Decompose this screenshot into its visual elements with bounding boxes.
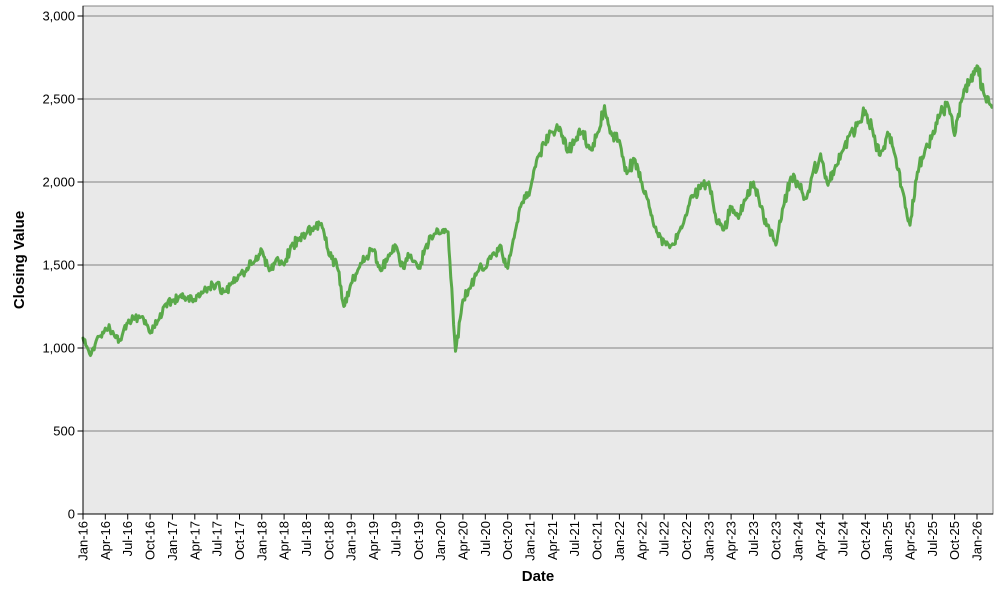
y-tick-label: 500 — [53, 424, 75, 439]
x-tick-label: Apr-20 — [455, 521, 470, 560]
x-tick-label: Oct-24 — [858, 521, 873, 560]
x-tick-label: Jul-22 — [657, 521, 672, 556]
x-tick-label: Oct-25 — [947, 521, 962, 560]
x-tick-label: Jan-22 — [612, 521, 627, 561]
x-tick-label: Jan-18 — [254, 521, 269, 561]
x-tick-label: Jan-21 — [523, 521, 538, 561]
series-line — [81, 64, 994, 357]
y-tick-label: 2,500 — [42, 92, 75, 107]
plot-background — [83, 6, 993, 514]
x-tick-label: Oct-17 — [232, 521, 247, 560]
x-tick-label: Apr-18 — [277, 521, 292, 560]
x-tick-label: Jan-16 — [76, 521, 91, 561]
x-tick-label: Jul-19 — [388, 521, 403, 556]
x-tick-label: Jan-25 — [880, 521, 895, 561]
y-tick-label: 0 — [68, 507, 75, 522]
x-tick-label: Oct-23 — [768, 521, 783, 560]
x-tick-label: Apr-24 — [813, 521, 828, 560]
x-tick-label: Jan-23 — [701, 521, 716, 561]
x-tick-label: Jul-17 — [210, 521, 225, 556]
y-tick-label: 1,500 — [42, 258, 75, 273]
y-axis-title: Closing Value — [11, 211, 28, 309]
x-tick-label: Oct-18 — [321, 521, 336, 560]
x-tick-label: Jul-18 — [299, 521, 314, 556]
x-tick-label: Jan-19 — [344, 521, 359, 561]
plot-area: 0 500 1,000 1,500 2,000 2,500 3,000 Jan-16 Apr-1… — [42, 5, 994, 561]
x-tick-label: Apr-16 — [98, 521, 113, 560]
x-tick-label: Oct-22 — [679, 521, 694, 560]
x-axis-title: Date — [522, 568, 555, 585]
x-tick-label: Oct-19 — [411, 521, 426, 560]
x-tick-label: Jan-26 — [970, 521, 985, 561]
x-tick-label: Oct-21 — [590, 521, 605, 560]
x-tick-label: Apr-23 — [724, 521, 739, 560]
x-tick-label: Jul-16 — [120, 521, 135, 556]
y-tick-label: 3,000 — [42, 9, 75, 24]
x-tick-label: Oct-16 — [143, 521, 158, 560]
x-tick-label: Jan-17 — [165, 521, 180, 561]
x-tick-label: Jul-24 — [835, 521, 850, 556]
x-tick-label: Apr-22 — [634, 521, 649, 560]
x-tick-label: Jul-20 — [478, 521, 493, 556]
x-tick-label: Jul-21 — [567, 521, 582, 556]
x-tick-label: Apr-17 — [187, 521, 202, 560]
x-tick-label: Jan-24 — [791, 521, 806, 561]
x-tick-label: Jul-25 — [925, 521, 940, 556]
y-tick-label: 2,000 — [42, 175, 75, 190]
y-tick-label: 1,000 — [42, 341, 75, 356]
x-tick-label: Apr-19 — [366, 521, 381, 560]
x-tick-label: Jul-23 — [746, 521, 761, 556]
x-tick-label: Oct-20 — [500, 521, 515, 560]
x-tick-label: Apr-25 — [903, 521, 918, 560]
x-tick-label: Jan-20 — [433, 521, 448, 561]
x-tick-label: Apr-21 — [545, 521, 560, 560]
